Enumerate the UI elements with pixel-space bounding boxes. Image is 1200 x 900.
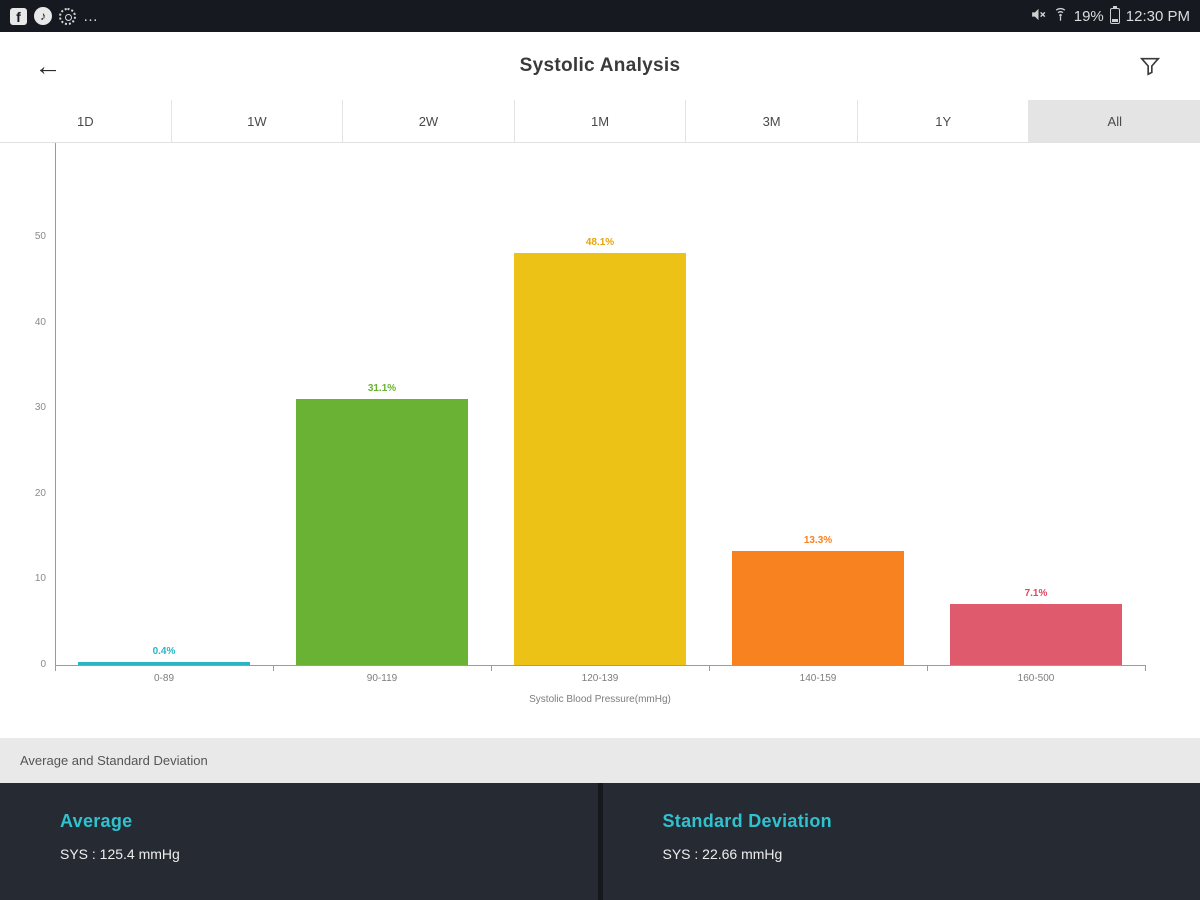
- y-tick-label: 20: [34, 487, 46, 499]
- bar-90-119[interactable]: [296, 398, 468, 665]
- tab-1m[interactable]: 1M: [514, 100, 687, 142]
- x-tick-mark: [491, 665, 492, 671]
- stats-divider: [597, 783, 603, 900]
- x-tick-mark: [1145, 665, 1146, 671]
- stats-panel: Average SYS : 125.4 mmHg Standard Deviat…: [0, 783, 1200, 900]
- section-header-label: Average and Standard Deviation: [20, 753, 208, 768]
- tab-1d[interactable]: 1D: [0, 100, 172, 142]
- music-icon: ♪: [34, 7, 52, 25]
- gear-icon: [59, 7, 76, 25]
- more-notifications-dots: …: [83, 7, 99, 25]
- back-button[interactable]: ←: [34, 50, 62, 81]
- x-category-label: 0-89: [153, 673, 174, 684]
- filter-button[interactable]: [1134, 50, 1166, 82]
- bar-0-89[interactable]: [78, 661, 250, 665]
- status-bar: f ♪ … 19% 12:30 PM: [0, 0, 1200, 32]
- y-tick-label: 30: [34, 402, 46, 414]
- x-category-label: 90-119: [366, 673, 398, 684]
- x-tick-mark: [273, 665, 274, 671]
- y-tick-label: 10: [34, 573, 46, 585]
- bar-120-139[interactable]: [514, 253, 686, 665]
- average-value: SYS : 125.4 mmHg: [60, 846, 180, 862]
- x-tick-mark: [55, 665, 56, 671]
- x-category-label: 140-159: [799, 673, 837, 684]
- x-category-label: 160-500: [1017, 673, 1055, 684]
- battery-icon: [1109, 6, 1120, 24]
- bar-value-label: 0.4%: [152, 645, 176, 657]
- std-dev-title: Standard Deviation: [662, 811, 832, 831]
- notification-icons: f ♪ …: [10, 7, 99, 25]
- x-category-label: 120-139: [581, 673, 619, 684]
- facebook-icon: f: [10, 7, 27, 25]
- x-tick-mark: [709, 665, 710, 671]
- battery-percent-text: 19%: [1073, 7, 1104, 25]
- x-tick-mark: [927, 665, 928, 671]
- hotspot-icon: [1053, 7, 1068, 26]
- average-title: Average: [60, 811, 133, 831]
- y-tick-label: 0: [40, 659, 46, 670]
- tab-2w[interactable]: 2W: [343, 100, 515, 142]
- y-tick-label: 50: [34, 231, 46, 242]
- tab-1y[interactable]: 1Y: [857, 100, 1030, 142]
- tab-all[interactable]: All: [1029, 100, 1200, 142]
- bar-value-label: 7.1%: [1024, 588, 1048, 600]
- x-axis-title: Systolic Blood Pressure(mmHg): [529, 694, 671, 705]
- bar-140-159[interactable]: [732, 551, 904, 665]
- time-range-tabs: 1D 1W 2W 1M 3M 1Y All: [0, 100, 1200, 143]
- app-header: ← Systolic Analysis: [0, 32, 1200, 100]
- y-tick-label: 40: [34, 316, 46, 328]
- std-dev-value: SYS : 22.66 mmHg: [662, 846, 783, 862]
- std-dev-block: Standard Deviation SYS : 22.66 mmHg: [603, 783, 1200, 900]
- y-axis: [55, 143, 56, 666]
- tab-3m[interactable]: 3M: [686, 100, 858, 142]
- bar-value-label: 13.3%: [803, 535, 833, 547]
- bar-value-label: 48.1%: [585, 237, 615, 249]
- page-title: Systolic Analysis: [519, 55, 681, 76]
- tab-1w[interactable]: 1W: [171, 100, 344, 142]
- bar-value-label: 31.1%: [367, 382, 397, 394]
- x-axis: [55, 665, 1145, 666]
- section-header: Average and Standard Deviation: [0, 738, 1200, 783]
- mute-icon: [1030, 6, 1047, 27]
- bar-160-500[interactable]: [950, 604, 1122, 665]
- average-block: Average SYS : 125.4 mmHg: [0, 783, 598, 900]
- clock-text: 12:30 PM: [1125, 7, 1190, 25]
- systolic-bar-chart: Systolic Blood Pressure(mmHg) 0 10 20 30 40 5…: [0, 143, 1200, 738]
